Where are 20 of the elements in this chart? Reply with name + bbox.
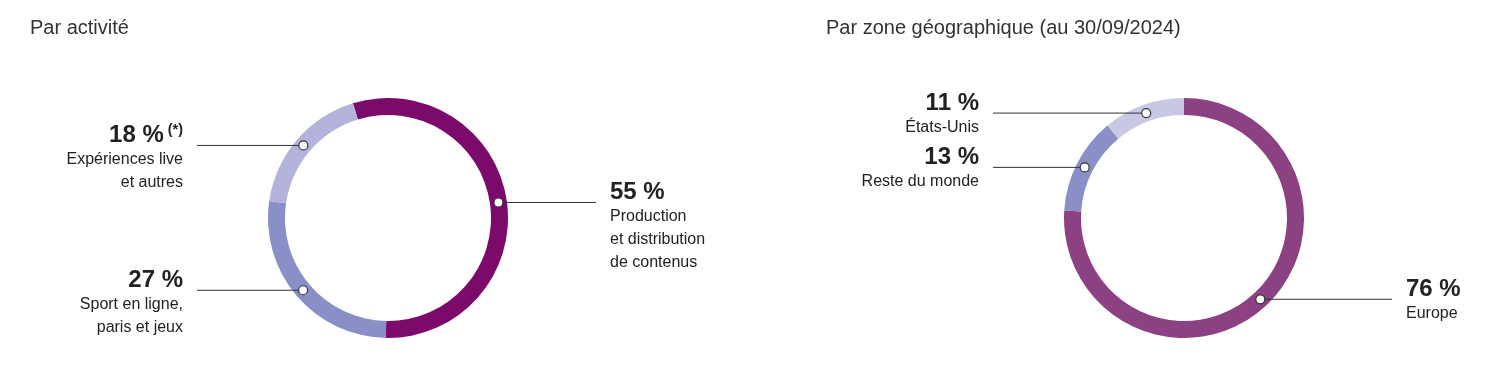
donut-slice <box>1107 98 1184 139</box>
donut-slice <box>352 98 508 338</box>
slice-label: Production et distribution de contenus <box>610 207 706 271</box>
data-label: 11 % <box>925 88 979 116</box>
slice-label: États-Unis <box>905 117 979 136</box>
data-label: 18 %$^{(*)}$ <box>109 120 184 148</box>
data-label: 55 % <box>610 177 665 205</box>
data-label: 27 % <box>128 265 183 293</box>
data-label: 13 % <box>924 142 979 170</box>
data-label: 76 % <box>1406 274 1461 302</box>
slice-label: Europe <box>1406 304 1458 322</box>
chart-title: Par zone géographique (au 30/09/2024) <box>826 16 1181 38</box>
donut-slice <box>268 200 387 338</box>
donut-slice <box>1064 98 1304 338</box>
chart-title: Par activité <box>30 16 129 38</box>
donut-slice <box>1064 125 1119 212</box>
slice-label: Sport en ligne, paris et jeux <box>79 295 183 336</box>
donut-slice <box>269 103 358 204</box>
slice-label: Reste du monde <box>861 172 980 190</box>
slice-label: Expériences live et autres <box>66 150 184 191</box>
